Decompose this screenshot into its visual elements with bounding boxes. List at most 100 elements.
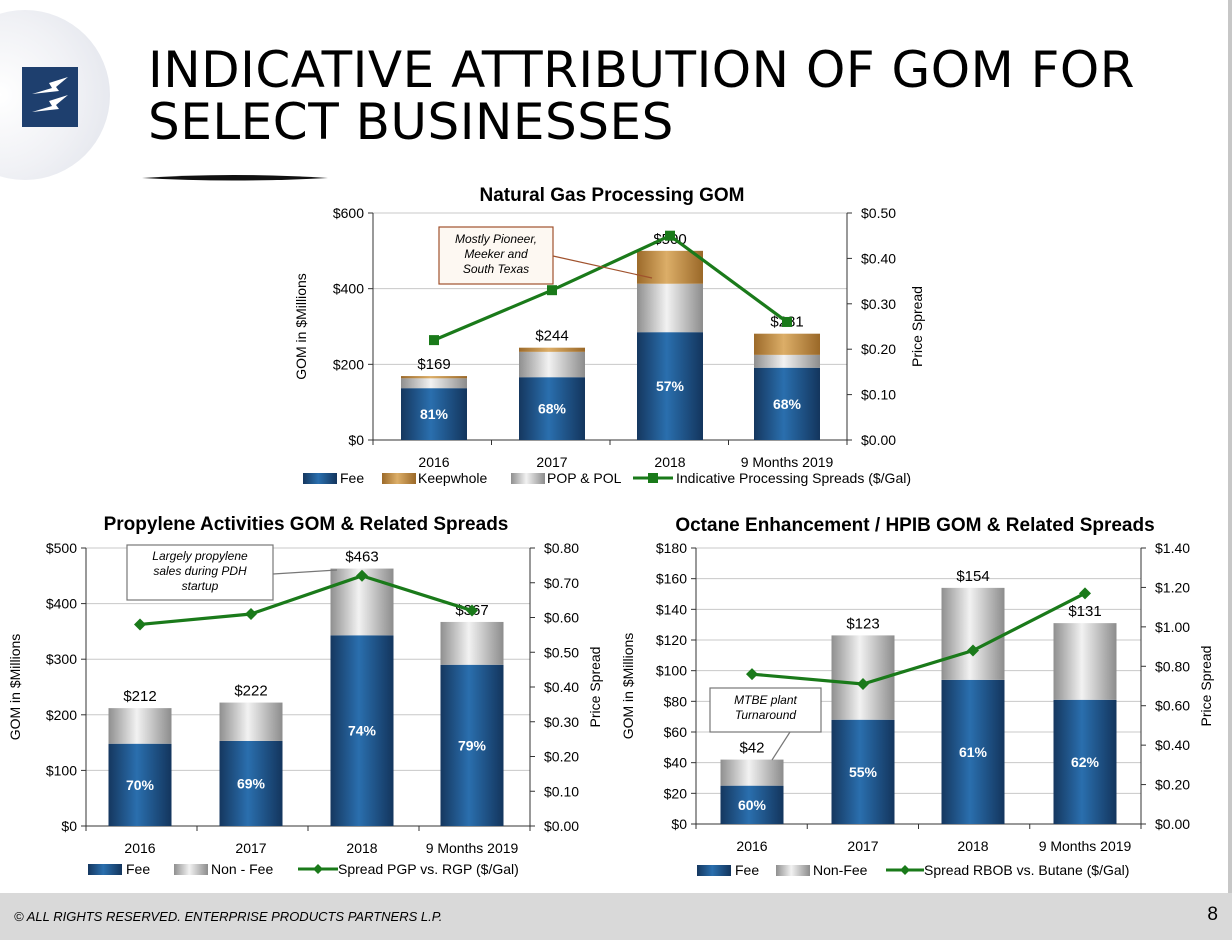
annotation-text: Largely propylene xyxy=(152,549,248,563)
spread-point xyxy=(245,608,257,621)
bar-total-label: $222 xyxy=(234,683,267,700)
y-tick-label: $180 xyxy=(656,540,687,556)
annotation-box xyxy=(438,226,554,285)
chart-title-propylene: Propylene Activities GOM & Related Sprea… xyxy=(104,514,509,535)
spread-point xyxy=(857,678,869,691)
spread-line xyxy=(139,574,473,627)
y2-tick-label: $0.80 xyxy=(544,540,579,556)
bar-segment-fee xyxy=(637,332,703,440)
spread-line xyxy=(751,591,1086,686)
legend-label: Keepwhole xyxy=(418,470,487,486)
spread-point xyxy=(134,618,146,631)
annotation-pointer xyxy=(771,731,791,761)
chart-title-octane: Octane Enhancement / HPIB GOM & Related … xyxy=(675,515,1154,536)
fee-percent-label: 68% xyxy=(538,401,567,417)
y2-tick-label: $0.00 xyxy=(544,818,579,834)
annotation-box xyxy=(126,544,274,601)
x-tick-label: 2017 xyxy=(235,840,266,856)
fee-percent-label: 69% xyxy=(237,775,266,791)
x-tick-label: 2018 xyxy=(346,840,377,856)
fee-percent-label: 55% xyxy=(849,764,878,780)
legend-label: Indicative Processing Spreads ($/Gal) xyxy=(676,470,911,486)
legend-line-marker xyxy=(313,864,323,874)
legend-label: Fee xyxy=(126,861,150,877)
page-number: 8 xyxy=(1207,904,1218,925)
y-tick-label: $400 xyxy=(333,281,364,297)
bar-total-label: $131 xyxy=(1068,603,1101,620)
bar-segment-fee xyxy=(440,664,504,826)
bar-total-label: $169 xyxy=(417,356,450,373)
fee-percent-label: 61% xyxy=(959,744,988,760)
legend-label: Spread PGP vs. RGP ($/Gal) xyxy=(338,861,519,877)
legend-label: Fee xyxy=(735,862,759,878)
x-tick-label: 2018 xyxy=(654,454,685,470)
legend-swatch xyxy=(697,865,731,876)
x-tick-label: 9 Months 2019 xyxy=(1039,838,1132,854)
bar-total-label: $463 xyxy=(345,549,378,566)
y2-tick-label: $0.10 xyxy=(861,387,896,403)
y-tick-label: $500 xyxy=(46,540,77,556)
y-tick-label: $100 xyxy=(656,663,687,679)
y-tick-label: $100 xyxy=(46,762,77,778)
annotation-text: Mostly Pioneer, xyxy=(455,232,537,246)
spread-point xyxy=(547,285,557,296)
legend-label: Fee xyxy=(340,470,364,486)
legend-label: POP & POL xyxy=(547,470,622,486)
y2-tick-label: $0.20 xyxy=(861,341,896,357)
annotation-text: MTBE plant xyxy=(734,693,797,707)
bar-segment-non-fee xyxy=(720,759,784,786)
y2-tick-label: $0.70 xyxy=(544,575,579,591)
fee-percent-label: 57% xyxy=(656,378,685,394)
annotation-text: Turnaround xyxy=(735,708,796,722)
bar-segment-keepwhole xyxy=(637,250,703,284)
y2-tick-label: $0.60 xyxy=(544,610,579,626)
spread-line xyxy=(433,233,788,342)
legend-label: Non-Fee xyxy=(813,862,868,878)
y-tick-label: $600 xyxy=(333,205,364,221)
bar-segment-fee xyxy=(108,743,172,826)
y2-tick-label: $0.40 xyxy=(861,250,896,266)
y-tick-label: $0 xyxy=(61,818,77,834)
bar-segment-pop-pol xyxy=(637,283,703,333)
legend-label: Non - Fee xyxy=(211,861,273,877)
bar-segment-fee xyxy=(941,679,1005,824)
footer-bar xyxy=(0,893,1232,940)
y2-axis-label: Price Spread xyxy=(1198,646,1214,727)
annotation-box xyxy=(709,687,822,733)
charts-canvas: Natural Gas Processing GOM $0 $200 $400 $600… xyxy=(7,185,1214,878)
title-underline xyxy=(142,175,328,181)
y2-tick-label: $0.50 xyxy=(861,205,896,221)
annotation-pointer xyxy=(272,569,338,575)
y2-tick-label: $1.20 xyxy=(1155,579,1190,595)
x-tick-label: 2016 xyxy=(418,454,449,470)
y2-axis-label: Price Spread xyxy=(587,647,603,728)
y-tick-label: $400 xyxy=(46,596,77,612)
y-tick-label: $0 xyxy=(671,816,687,832)
legend-swatch xyxy=(174,864,208,875)
y2-tick-label: $0.20 xyxy=(1155,777,1190,793)
bar-segment-keepwhole xyxy=(754,333,820,355)
y2-tick-label: $0.40 xyxy=(1155,737,1190,753)
bar-segment-non-fee xyxy=(219,702,283,741)
legend-line-marker xyxy=(648,473,658,483)
bar-segment-non-fee xyxy=(1053,623,1117,700)
x-tick-label: 2018 xyxy=(957,838,988,854)
y2-tick-label: $0.50 xyxy=(544,644,579,660)
fee-percent-label: 60% xyxy=(738,797,767,813)
x-tick-label: 9 Months 2019 xyxy=(741,454,834,470)
y-axis-label: GOM in $Millions xyxy=(293,273,309,380)
spread-point xyxy=(746,668,758,681)
bar-segment-keepwhole xyxy=(519,347,585,352)
spread-point xyxy=(466,604,478,617)
x-tick-label: 2016 xyxy=(124,840,155,856)
bar-segment-keepwhole xyxy=(401,376,467,379)
y-tick-label: $300 xyxy=(46,651,77,667)
bar-total-label: $212 xyxy=(123,688,156,705)
y2-tick-label: $0.20 xyxy=(544,749,579,765)
y2-tick-label: $0.30 xyxy=(861,296,896,312)
lightning-bolt-logo-icon xyxy=(22,67,78,127)
annotation-text: Meeker and xyxy=(464,247,528,261)
y-tick-label: $20 xyxy=(664,785,688,801)
legend-swatch xyxy=(303,473,337,484)
spread-point xyxy=(967,644,979,657)
